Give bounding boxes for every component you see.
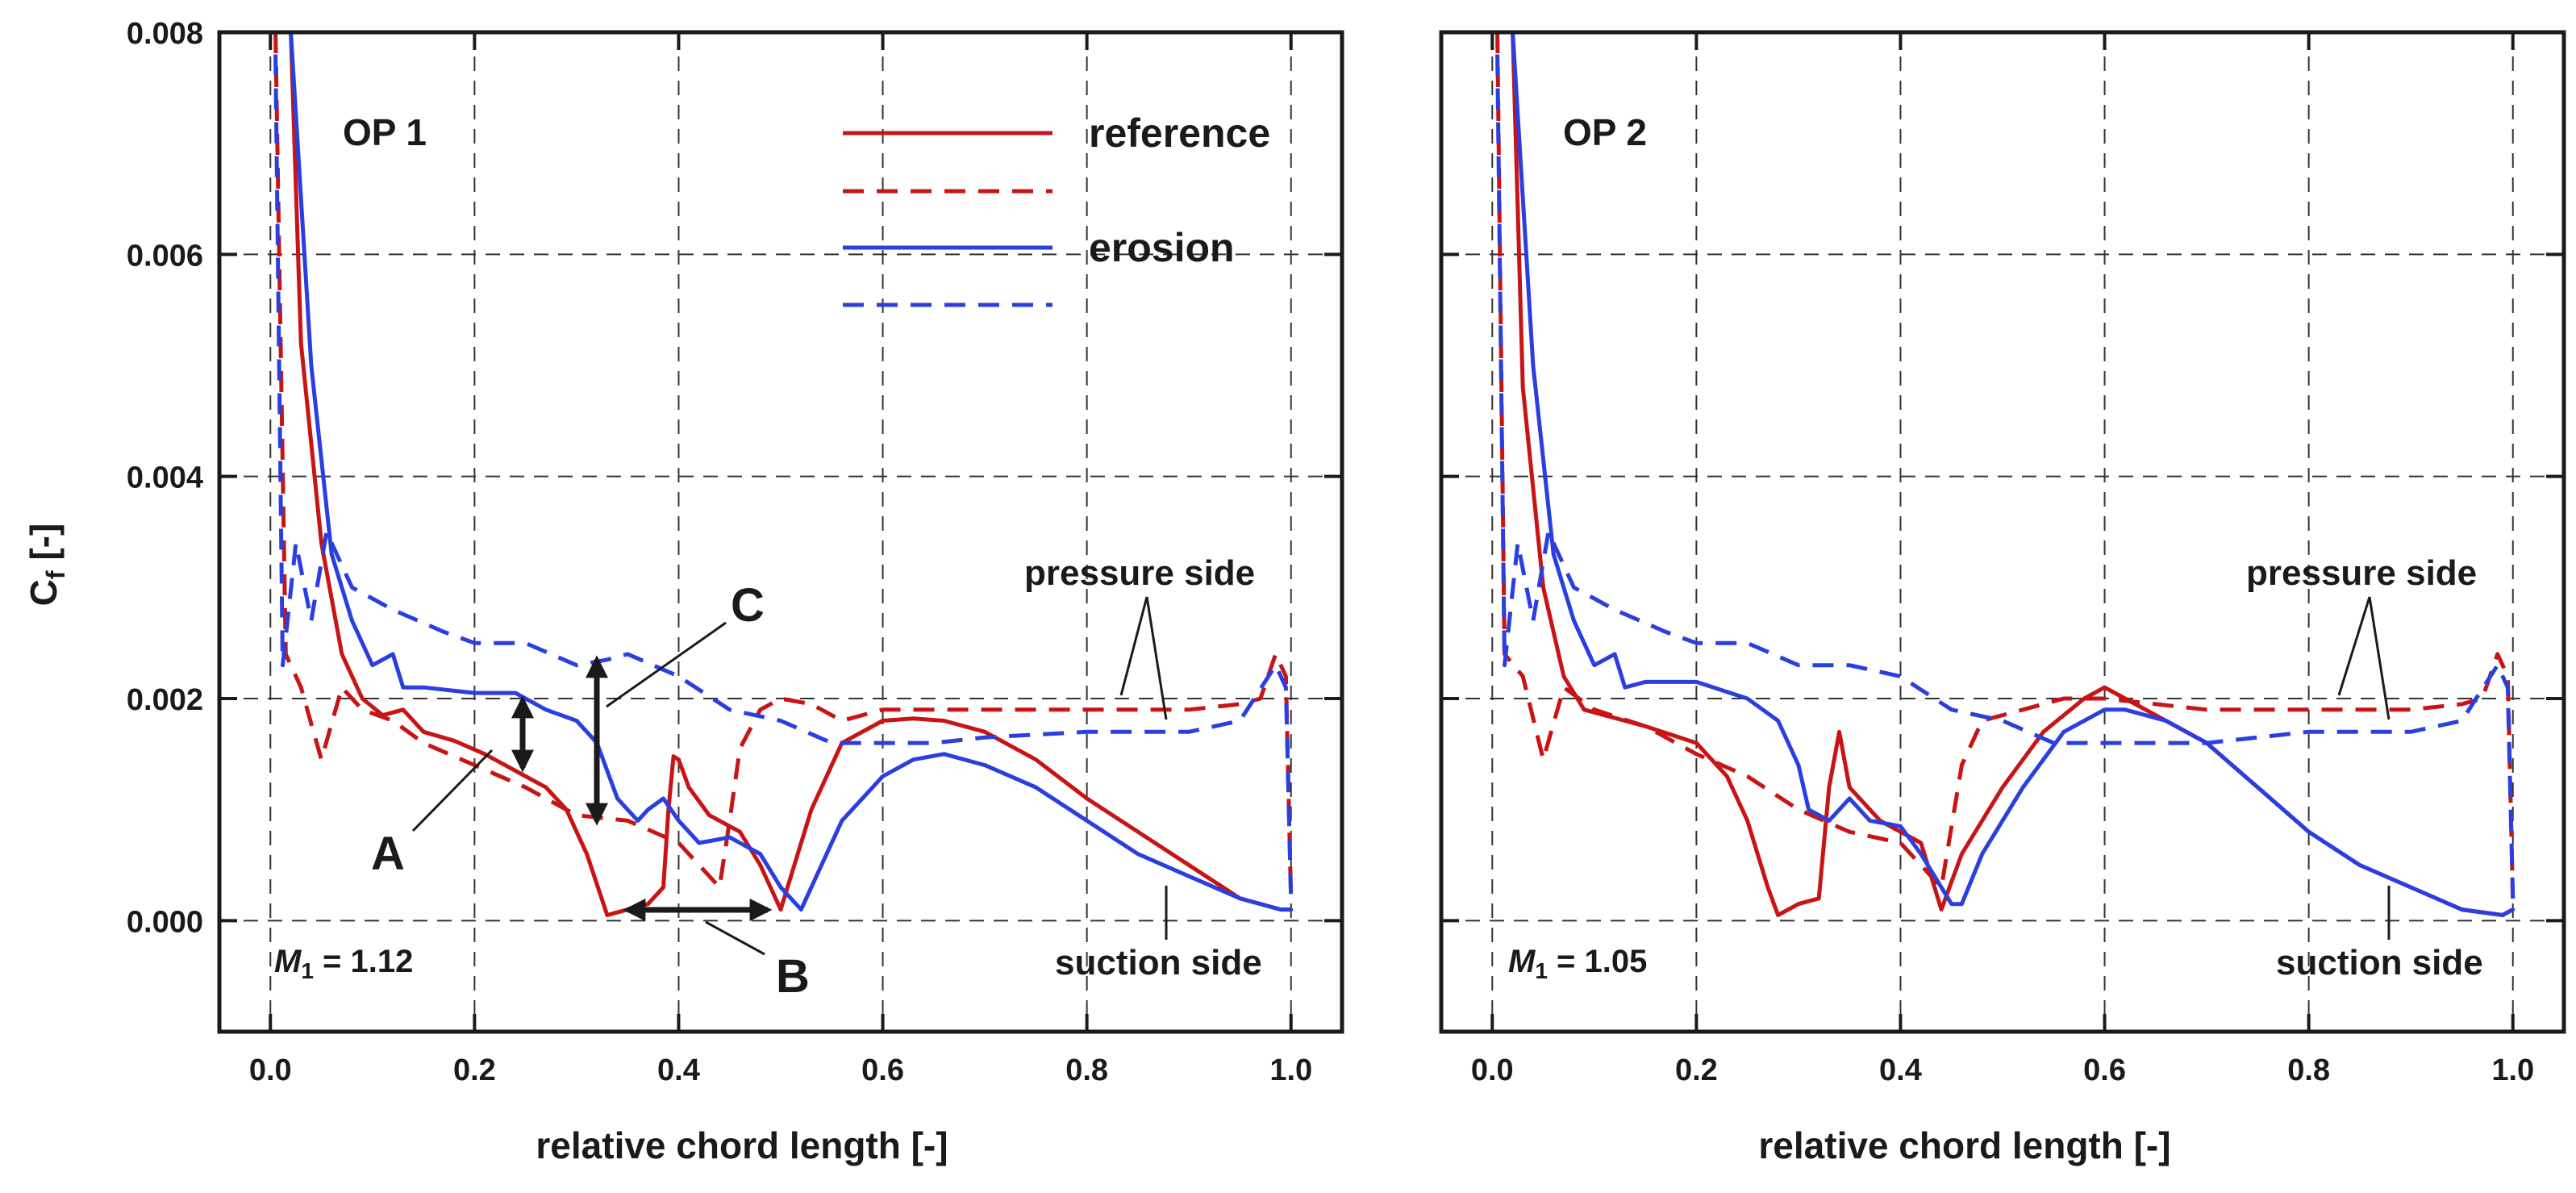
mach-number-label: M1 = 1.05 [1508, 944, 1647, 983]
pressure-side-leader-1 [1119, 596, 1148, 696]
series-erosion-suction-side [1500, 32, 2516, 917]
annotation-b-label: B [776, 950, 810, 1003]
annotation-c-label: C [731, 579, 765, 632]
x-tick-label: 0.4 [657, 1053, 700, 1087]
y-tick-label: 0.008 [127, 17, 203, 51]
annotation-a-label: A [371, 828, 405, 880]
panel-op1: 0.0 0.2 0.4 0.6 0.8 1.0 0.000 0.002 0.004 0.006 0.… [23, 17, 1344, 1166]
y-axis-title: Cf [-] [23, 524, 70, 607]
series-group [1495, 32, 2516, 917]
mach-number-label: M1 = 1.12 [274, 944, 413, 983]
plot-frame [217, 30, 1344, 1034]
series-erosion-suction-side [278, 32, 1294, 912]
x-tick-label: 1.0 [1269, 1053, 1312, 1087]
series-reference-pressure-side [273, 32, 1294, 899]
pressure-side-leader-1 [2337, 596, 2371, 696]
y-tick-label: 0.004 [127, 461, 203, 495]
legend: reference erosion [843, 111, 1270, 307]
pressure-side-label: pressure side [2246, 553, 2477, 593]
x-tick-label: 0.8 [2287, 1053, 2330, 1087]
series-reference-pressure-side [1495, 32, 2516, 899]
legend-label-reference: reference [1089, 111, 1270, 156]
pressure-side-leader-2 [2368, 596, 2391, 720]
y-tick-label: 0.000 [127, 905, 203, 939]
x-axis-title: relative chord length [-] [1758, 1124, 2170, 1166]
panel-title: OP 2 [1563, 111, 1647, 153]
series-reference-suction-side [1500, 32, 2516, 917]
grid-lines [219, 32, 1342, 1032]
annotation-b-leader [705, 920, 765, 956]
axis-ticks: 0.0 0.2 0.4 0.6 0.8 1.0 [1441, 31, 2564, 1087]
annotation-a-leader [411, 749, 494, 832]
x-tick-label: 0.6 [2083, 1053, 2126, 1087]
pressure-side-label: pressure side [1024, 553, 1255, 593]
panel-op2: 0.0 0.2 0.4 0.6 0.8 1.0 relative chord length… [1439, 30, 2566, 1166]
x-tick-label: 0.0 [249, 1053, 292, 1087]
x-tick-label: 1.0 [2491, 1053, 2534, 1087]
x-tick-label: 0.0 [1471, 1053, 1514, 1087]
x-tick-label: 0.2 [453, 1053, 496, 1087]
x-tick-label: 0.8 [1065, 1053, 1108, 1087]
legend-label-erosion: erosion [1089, 225, 1235, 270]
pressure-side-leader-2 [1145, 596, 1168, 720]
annotation-c-leader [606, 621, 727, 708]
plot-frame [1439, 30, 2566, 1034]
y-tick-label: 0.006 [127, 239, 203, 273]
x-tick-label: 0.4 [1879, 1053, 1922, 1087]
x-tick-label: 0.6 [861, 1053, 904, 1087]
series-reference-suction-side [278, 32, 1294, 917]
suction-side-label: suction side [2276, 943, 2483, 982]
axis-ticks: 0.0 0.2 0.4 0.6 0.8 1.0 0.000 0.002 0.004 0.006 0.… [127, 17, 1342, 1087]
x-tick-label: 0.2 [1675, 1053, 1718, 1087]
series-erosion-pressure-side [1495, 54, 2516, 899]
series-erosion-pressure-side [273, 54, 1294, 899]
series-group [273, 32, 1294, 917]
suction-side-label: suction side [1055, 943, 1262, 982]
x-axis-title: relative chord length [-] [536, 1124, 948, 1166]
panel-title: OP 1 [343, 111, 427, 153]
y-tick-label: 0.002 [127, 683, 203, 717]
